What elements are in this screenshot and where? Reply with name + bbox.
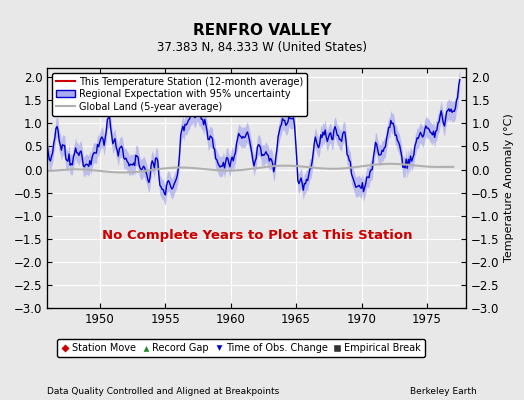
Y-axis label: Temperature Anomaly (°C): Temperature Anomaly (°C) <box>504 114 514 262</box>
Global Land (5-year average) <box>420 164 426 169</box>
Global Land (5-year average) <box>60 168 67 172</box>
Line: Regional Expectation with 95% uncertainty: Regional Expectation with 95% uncertaint… <box>47 80 460 195</box>
Legend: This Temperature Station (12-month average), Regional Expectation with 95% uncer: This Temperature Station (12-month avera… <box>52 73 308 116</box>
Text: Data Quality Controlled and Aligned at Breakpoints: Data Quality Controlled and Aligned at B… <box>47 387 279 396</box>
Regional Expectation with 95% uncertainty <box>442 116 449 121</box>
Regional Expectation with 95% uncertainty <box>208 135 214 140</box>
Global Land (5-year average) <box>450 164 456 169</box>
Text: 37.383 N, 84.333 W (United States): 37.383 N, 84.333 W (United States) <box>157 41 367 54</box>
Global Land (5-year average) <box>44 168 50 173</box>
Global Land (5-year average) <box>119 170 126 175</box>
Text: No Complete Years to Plot at This Station: No Complete Years to Plot at This Statio… <box>102 230 412 242</box>
Regional Expectation with 95% uncertainty <box>273 154 279 159</box>
Regional Expectation with 95% uncertainty <box>44 142 50 147</box>
Global Land (5-year average) <box>434 164 440 169</box>
Regional Expectation with 95% uncertainty <box>162 192 169 197</box>
Legend: Station Move, Record Gap, Time of Obs. Change, Empirical Break: Station Move, Record Gap, Time of Obs. C… <box>58 339 424 357</box>
Text: RENFRO VALLEY: RENFRO VALLEY <box>193 23 331 38</box>
Line: Global Land (5-year average): Global Land (5-year average) <box>47 164 453 172</box>
Regional Expectation with 95% uncertainty <box>457 77 463 82</box>
Global Land (5-year average) <box>122 170 128 175</box>
Global Land (5-year average) <box>154 167 160 172</box>
Regional Expectation with 95% uncertainty <box>438 108 444 113</box>
Regional Expectation with 95% uncertainty <box>57 142 63 147</box>
Text: Berkeley Earth: Berkeley Earth <box>410 387 477 396</box>
Global Land (5-year average) <box>69 167 75 172</box>
Global Land (5-year average) <box>387 162 393 166</box>
Regional Expectation with 95% uncertainty <box>300 188 307 193</box>
